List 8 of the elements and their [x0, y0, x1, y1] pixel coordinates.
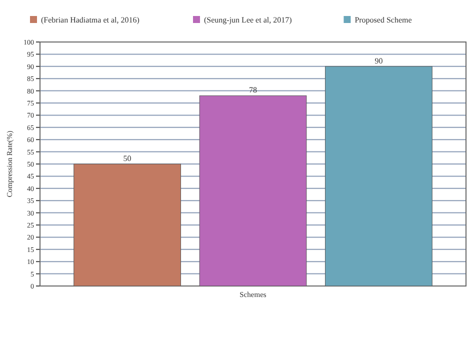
legend-label: Proposed Scheme — [354, 16, 412, 24]
data-label: 90 — [374, 56, 383, 66]
legend-label: (Seung-jun Lee et al, 2017) — [204, 16, 292, 24]
bar — [325, 66, 432, 286]
legend-label: (Febrian Hadiatma et al, 2016) — [41, 16, 140, 24]
data-label: 50 — [123, 154, 132, 163]
bar — [199, 95, 307, 286]
bar — [74, 164, 181, 286]
